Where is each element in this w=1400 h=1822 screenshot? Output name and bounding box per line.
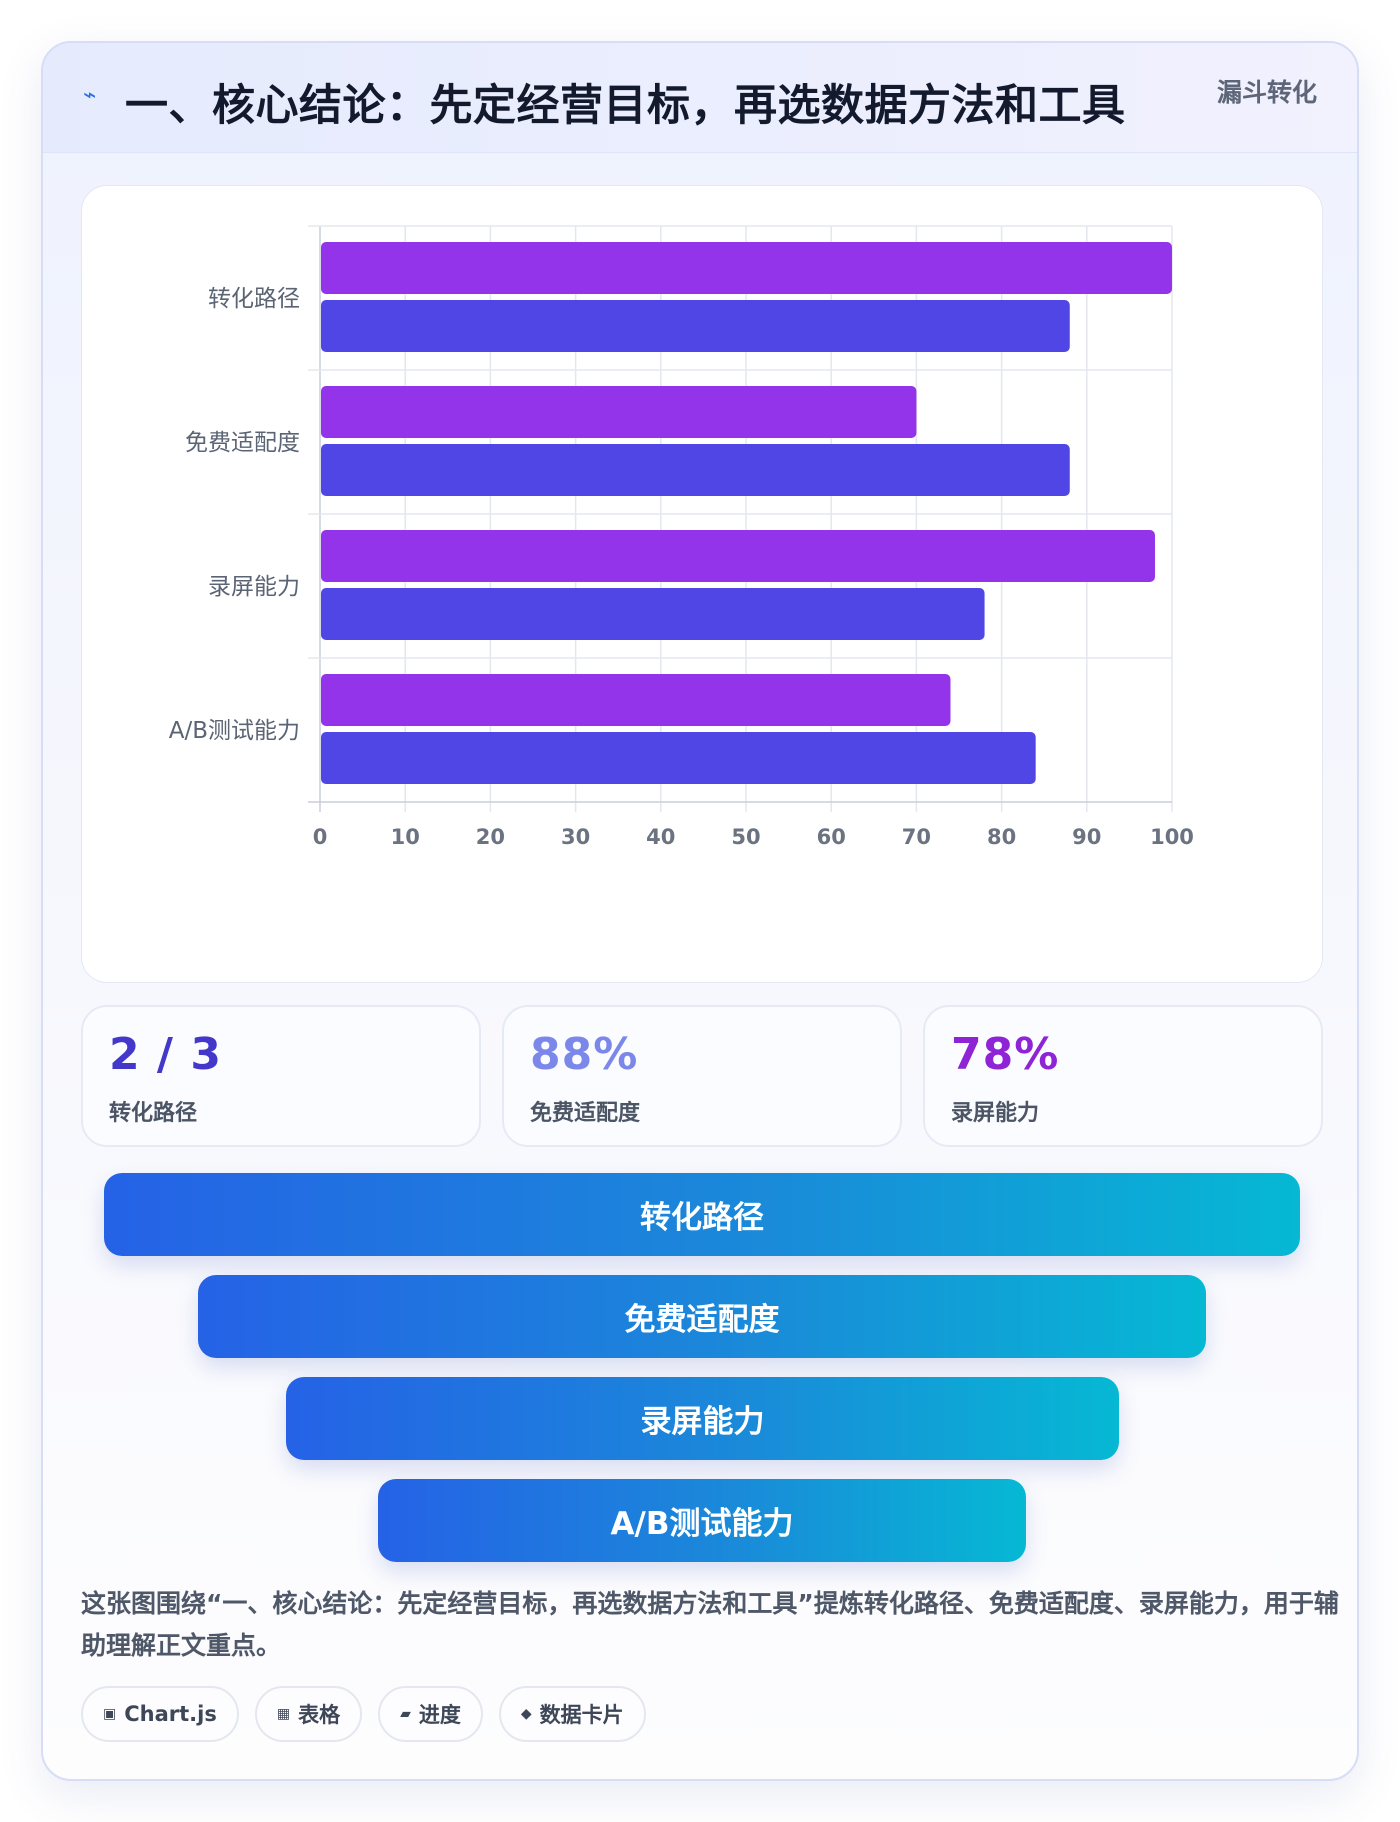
y-category-label: 录屏能力: [208, 574, 300, 600]
chip-label: 数据卡片: [539, 1703, 624, 1727]
data-card-icon: ◆: [520, 1706, 532, 1722]
stat-card-conversion-path: 2 / 3 转化路径: [81, 1005, 481, 1147]
chip-chartjs[interactable]: ▣ Chart.js: [81, 1686, 239, 1742]
chip-label: 表格: [298, 1703, 341, 1727]
x-tick-label: 70: [902, 825, 931, 849]
bar-chart-panel: 0 10 20 30 40 50 60 70 80 90 100 转化路径免费适配度录屏能力 A/B测试…: [81, 185, 1323, 983]
stat-value: 88%: [530, 1029, 639, 1080]
bar: [321, 242, 1172, 294]
funnel-stage-conversion-path: 转化路径: [104, 1173, 1300, 1256]
x-tick-label: 40: [646, 825, 675, 849]
y-category-label: A/B测试能力: [169, 718, 300, 744]
x-tick-label: 0: [313, 825, 328, 849]
progress-icon: ▰: [400, 1706, 411, 1722]
y-category-label: 转化路径: [208, 286, 300, 312]
chip-label: 进度: [418, 1703, 461, 1727]
bar: [321, 732, 1036, 784]
x-tick-label: 30: [561, 825, 590, 849]
funnel-stage-ab-testing: A/B测试能力: [378, 1479, 1026, 1562]
x-tick-label: 20: [476, 825, 505, 849]
bar: [321, 386, 917, 438]
stat-label: 录屏能力: [951, 1101, 1040, 1126]
card-header: ⌁ 一、核心结论：先定经营目标，再选数据方法和工具 漏斗转化: [43, 43, 1357, 153]
chip-table[interactable]: ▦ 表格: [254, 1686, 363, 1742]
chip-data-card[interactable]: ◆ 数据卡片: [498, 1686, 646, 1742]
bar: [321, 530, 1155, 582]
stat-value: 78%: [951, 1029, 1060, 1080]
stat-card-screen-recording: 78% 录屏能力: [923, 1005, 1323, 1147]
x-tick-label: 60: [817, 825, 846, 849]
page-title: 一、核心结论：先定经营目标，再选数据方法和工具: [125, 81, 1126, 131]
chart-description: 这张图围绕“一、核心结论：先定经营目标，再选数据方法和工具”提炼转化路径、免费适…: [81, 1589, 1339, 1660]
chip-progress[interactable]: ▰ 进度: [378, 1686, 483, 1742]
table-icon: ▦: [276, 1706, 291, 1722]
x-tick-label: 90: [1072, 825, 1101, 849]
x-tick-label: 50: [731, 825, 760, 849]
chip-label: Chart.js: [124, 1702, 217, 1726]
bar: [321, 300, 1070, 352]
y-category-label: 免费适配度: [185, 430, 300, 456]
lightning-icon: ⌁: [83, 83, 97, 108]
stat-card-free-fit: 88% 免费适配度: [502, 1005, 902, 1147]
x-tick-label: 100: [1150, 825, 1194, 849]
stat-value: 2 / 3: [109, 1029, 222, 1080]
header-tag: 漏斗转化: [1216, 78, 1317, 107]
funnel-stage-screen-recording: 录屏能力: [286, 1377, 1119, 1460]
bar: [321, 444, 1070, 496]
x-tick-label: 80: [987, 825, 1016, 849]
funnel-stage-free-fit: 免费适配度: [198, 1275, 1206, 1358]
x-tick-label: 10: [391, 825, 420, 849]
content-card: ⌁ 一、核心结论：先定经营目标，再选数据方法和工具 漏斗转化 0 10 20 30 40…: [41, 41, 1359, 1781]
stat-label: 免费适配度: [530, 1101, 641, 1126]
bar: [321, 588, 985, 640]
bar: [321, 674, 951, 726]
stat-label: 转化路径: [109, 1101, 198, 1126]
chart-icon: ▣: [103, 1706, 117, 1722]
tag-chip-list: ▣ Chart.js ▦ 表格 ▰ 进度 ◆ 数据卡片: [81, 1686, 646, 1742]
